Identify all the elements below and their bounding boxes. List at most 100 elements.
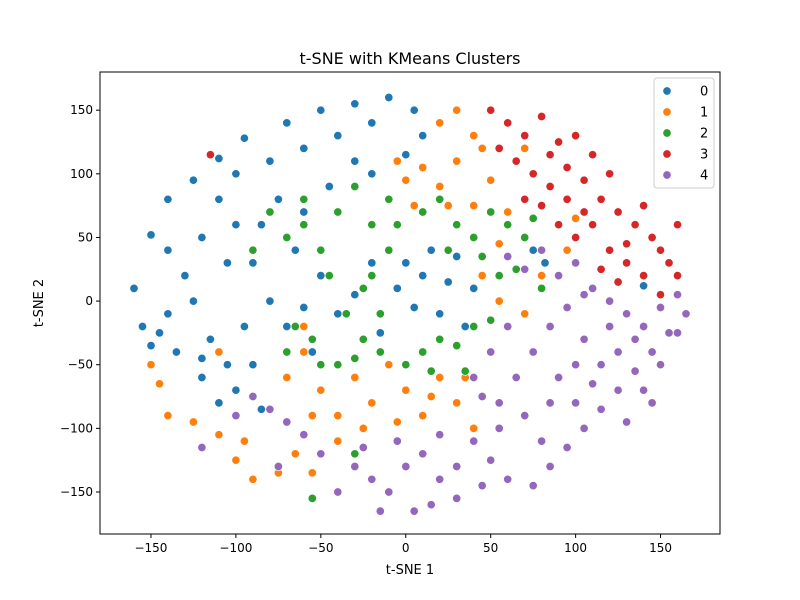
point-cluster-4 [630,334,640,344]
point-cluster-0 [350,290,360,300]
point-cluster-1 [248,474,258,484]
point-cluster-0 [273,194,283,204]
point-cluster-0 [231,385,241,395]
point-cluster-3 [588,150,598,160]
point-cluster-1 [571,213,581,223]
point-cluster-1 [520,309,530,319]
point-cluster-3 [596,264,606,274]
point-cluster-0 [528,245,538,255]
point-cluster-4 [452,493,462,503]
point-cluster-4 [469,436,479,446]
point-cluster-4 [579,334,589,344]
point-cluster-4 [562,442,572,453]
point-cluster-3 [554,137,564,147]
point-cluster-2 [341,309,351,319]
point-cluster-3 [205,150,215,160]
point-cluster-0 [256,404,266,414]
point-cluster-4 [630,366,640,376]
point-cluster-0 [154,328,165,338]
point-cluster-4 [426,500,436,510]
legend-marker-0 [662,86,672,96]
y-tick-label: 100 [70,167,93,181]
point-cluster-1 [426,391,436,402]
point-cluster-1 [503,207,513,217]
point-cluster-4 [358,442,368,453]
point-cluster-2 [358,283,368,293]
point-cluster-4 [554,372,564,383]
legend-box [653,77,715,189]
point-cluster-3 [579,207,589,217]
point-cluster-1 [214,430,224,440]
point-cluster-1 [367,398,377,408]
point-cluster-0 [239,321,249,332]
y-tick-label: 150 [70,103,93,117]
point-cluster-4 [282,417,292,427]
point-cluster-2 [486,315,496,325]
point-cluster-3 [537,111,547,122]
point-cluster-0 [146,230,156,240]
y-tick-label: 0 [85,294,93,308]
point-cluster-2 [469,232,479,243]
point-cluster-1 [239,436,249,446]
point-cluster-4 [672,328,683,338]
point-cluster-0 [171,347,181,357]
y-tick-label: −150 [60,485,93,499]
point-cluster-1 [333,411,343,421]
x-tick-label: 0 [402,541,410,555]
point-cluster-4 [477,391,487,402]
x-axis: −150 −100 −50 0 50 100 150 [134,534,672,555]
point-cluster-4 [647,398,657,408]
y-axis: −150 −100 −50 0 50 100 150 [60,103,100,499]
point-cluster-2 [367,220,377,230]
point-cluster-4 [520,264,530,274]
point-cluster-2 [486,207,496,217]
point-cluster-4 [588,283,598,293]
point-cluster-3 [511,156,521,166]
point-cluster-3 [647,232,657,243]
point-cluster-0 [375,328,385,338]
point-cluster-4 [511,372,521,383]
point-cluster-2 [290,321,300,332]
point-cluster-4 [333,487,343,497]
point-cluster-4 [672,290,683,300]
legend-marker-4 [662,170,672,180]
point-cluster-3 [520,131,530,141]
point-cluster-3 [503,118,513,128]
point-cluster-0 [265,296,275,306]
point-cluster-0 [214,398,224,408]
point-cluster-2 [511,264,521,274]
legend-marker-2 [662,128,672,138]
point-cluster-4 [375,506,385,516]
point-cluster-3 [664,258,674,268]
point-cluster-4 [613,385,623,395]
point-cluster-2 [299,194,309,204]
point-cluster-1 [452,105,462,115]
point-cluster-1 [401,175,411,185]
point-cluster-4 [486,455,496,465]
point-cluster-2 [324,271,334,281]
point-cluster-0 [248,258,258,268]
point-cluster-1 [443,201,453,211]
point-cluster-3 [596,194,606,204]
point-cluster-3 [639,271,649,281]
point-cluster-3 [622,239,632,249]
point-cluster-1 [146,360,156,370]
point-cluster-2 [469,321,479,332]
point-cluster-1 [316,385,326,395]
point-cluster-1 [418,162,428,173]
point-cluster-4 [477,481,487,491]
point-cluster-0 [299,143,309,153]
point-cluster-2 [333,207,343,217]
point-cluster-2 [307,493,317,503]
point-cluster-3 [605,245,615,255]
point-cluster-2 [316,360,326,370]
point-cluster-4 [681,309,691,319]
point-cluster-2 [375,309,385,319]
point-cluster-4 [418,449,428,459]
point-cluster-3 [520,194,530,204]
point-cluster-4 [452,461,462,472]
point-cluster-1 [154,379,165,389]
point-cluster-1 [562,245,572,255]
point-cluster-3 [528,169,538,179]
point-cluster-4 [579,423,589,433]
